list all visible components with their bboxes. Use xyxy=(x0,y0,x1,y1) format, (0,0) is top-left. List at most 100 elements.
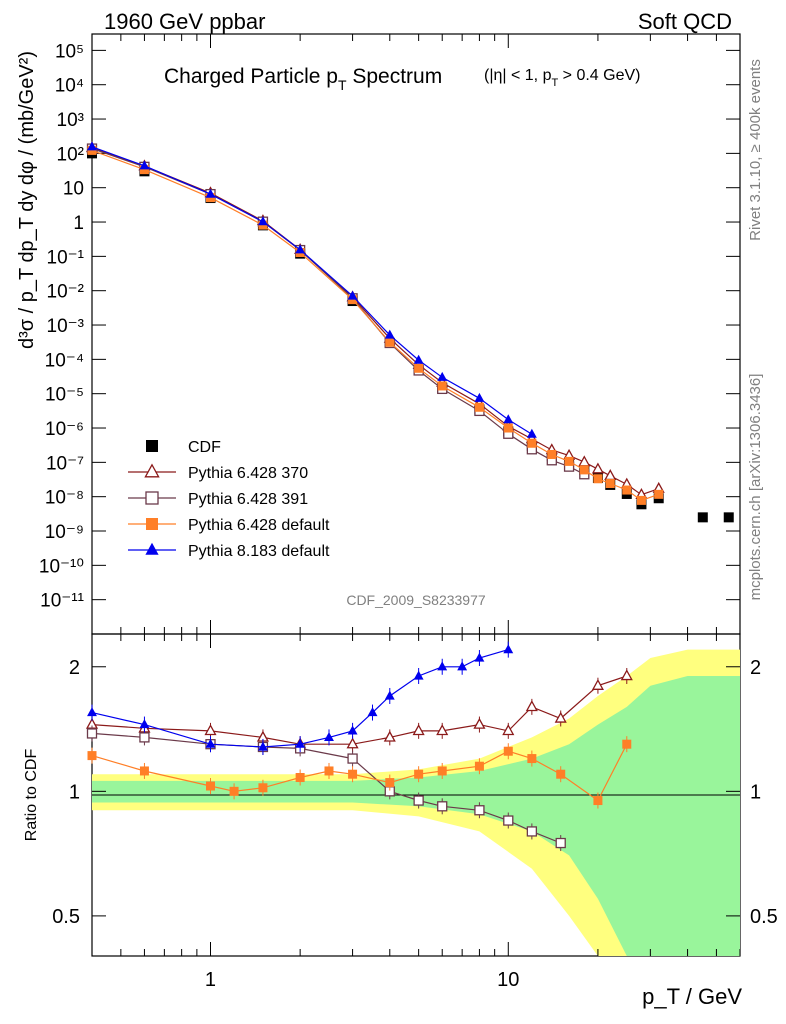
mc-spectrum-point xyxy=(604,469,617,481)
ratio-point xyxy=(204,724,217,736)
x-tick-label: 10 xyxy=(497,969,519,991)
ratio-point xyxy=(527,754,537,764)
ratio-point xyxy=(437,661,448,671)
energy-label: 1960 GeV ppbar xyxy=(104,9,265,34)
ratio-point xyxy=(457,661,468,671)
ratio-point xyxy=(324,731,334,741)
ratio-point xyxy=(347,725,358,735)
chart-title: Charged Particle pT Spectrum xyxy=(164,65,442,93)
y-tick-label: 10² xyxy=(57,144,84,165)
analysis-label: CDF_2009_S8233977 xyxy=(346,592,486,608)
mc-spectrum-point xyxy=(437,371,448,381)
y-tick-label: 10⁻¹⁰ xyxy=(39,556,84,577)
mc-spectrum-point xyxy=(257,216,268,226)
y-tick-label: 10 xyxy=(63,179,84,200)
ratio-point xyxy=(258,783,268,793)
ratio-point xyxy=(436,724,449,736)
ratio-point xyxy=(139,719,150,729)
mc-spectrum-point xyxy=(503,423,513,433)
mc-spectrum-point xyxy=(526,428,537,438)
y-tick-label: 1 xyxy=(73,213,84,234)
mc-spectrum-point xyxy=(547,449,557,459)
ratio-point xyxy=(413,670,424,680)
ratio-y-tick-label: 1 xyxy=(69,781,80,803)
ratio-point xyxy=(384,690,395,700)
ratio-point xyxy=(295,773,305,783)
mc-spectrum-point xyxy=(622,485,632,495)
mc-spectrum-line xyxy=(91,146,533,435)
mc-spectrum-point xyxy=(593,474,603,484)
ratio-point xyxy=(347,753,358,764)
y-tick-label: 10⁵ xyxy=(55,41,84,62)
ratio-y-tick-label: 2 xyxy=(69,657,80,679)
mc-spectrum-line xyxy=(91,149,659,502)
ratio-point xyxy=(414,769,424,779)
y-tick-label: 10⁻¹ xyxy=(47,247,85,268)
y-tick-label: 10⁻⁸ xyxy=(45,488,84,509)
category-label: Soft QCD xyxy=(638,9,732,34)
mc-spectrum-point xyxy=(414,363,424,373)
legend-marker xyxy=(146,518,158,530)
ratio-point xyxy=(473,717,486,729)
ratio-y-tick-label-right: 2 xyxy=(750,657,761,679)
mc-spectrum-point xyxy=(87,141,97,151)
ratio-point xyxy=(139,766,149,776)
upper-series xyxy=(85,141,734,523)
ratio-point xyxy=(503,746,513,756)
ratio-point xyxy=(474,805,485,816)
ratio-point xyxy=(205,738,216,748)
ratio-point xyxy=(474,652,485,662)
ratio-point xyxy=(383,730,396,742)
mc-spectrum-point xyxy=(579,465,589,475)
ratio-y-tick-label-right: 0.5 xyxy=(750,906,778,928)
ratio-axes: 1 10 2 2 1 1 0.5 0.5 xyxy=(52,634,778,991)
legend-label: Pythia 6.428 370 xyxy=(188,465,308,482)
y-tick-label: 10⁴ xyxy=(55,76,84,97)
ratio-point xyxy=(385,778,395,788)
ratio-point xyxy=(412,724,425,736)
y-tick-label: 10³ xyxy=(57,110,84,131)
ratio-point xyxy=(87,707,97,717)
legend-marker xyxy=(144,463,160,478)
ratio-point xyxy=(554,711,567,723)
legend-marker xyxy=(145,542,159,555)
ratio-point xyxy=(86,728,98,739)
mc-spectrum-point xyxy=(437,381,447,391)
ratio-point xyxy=(502,724,515,736)
ratio-point xyxy=(593,796,603,806)
ratio-point xyxy=(526,826,538,837)
mc-spectrum-point xyxy=(347,290,358,300)
legend-label: Pythia 8.183 default xyxy=(188,543,330,560)
mc-spectrum-point xyxy=(139,160,150,170)
ratio-point xyxy=(257,741,268,751)
y-tick-label: 10⁻² xyxy=(47,282,85,303)
upper-y-axis-label: d³σ / p_T dp_T dy dφ / (mb/GeV²) xyxy=(16,51,38,349)
ratio-point xyxy=(620,669,633,681)
ratio-line xyxy=(91,649,509,748)
x-axis-label: p_T / GeV xyxy=(642,984,742,1009)
ratio-point xyxy=(229,786,239,796)
mc-spectrum-point xyxy=(205,188,216,198)
ratio-point xyxy=(503,644,514,654)
ratio-point xyxy=(591,678,604,690)
ratio-y-axis-label: Ratio to CDF xyxy=(23,749,40,842)
ratio-point xyxy=(413,795,424,806)
rivet-version-label: Rivet 3.1.10, ≥ 400k events xyxy=(747,59,764,241)
uncertainty-band-green xyxy=(92,676,740,956)
mc-spectrum-point xyxy=(527,438,537,448)
y-tick-label: 10⁻⁵ xyxy=(45,385,84,406)
y-tick-label: 10⁻³ xyxy=(47,316,85,337)
mcplots-label: mcplots.cern.ch [arXiv:1306.3436] xyxy=(747,374,764,601)
ratio-y-tick-label-right: 1 xyxy=(750,781,761,803)
ratio-point xyxy=(556,769,566,779)
y-tick-label: 10⁻⁷ xyxy=(46,453,84,474)
mc-spectrum-point xyxy=(654,489,664,499)
mc-spectrum-point xyxy=(474,402,484,412)
y-tick-label: 10⁻⁹ xyxy=(45,522,84,543)
mc-spectrum-point xyxy=(605,479,615,489)
mc-spectrum-point xyxy=(636,495,646,505)
chart-title-cuts: (|η| < 1, pT > 0.4 GeV) xyxy=(484,67,640,89)
ratio-point xyxy=(503,815,514,826)
x-tick-label: 1 xyxy=(205,969,216,991)
